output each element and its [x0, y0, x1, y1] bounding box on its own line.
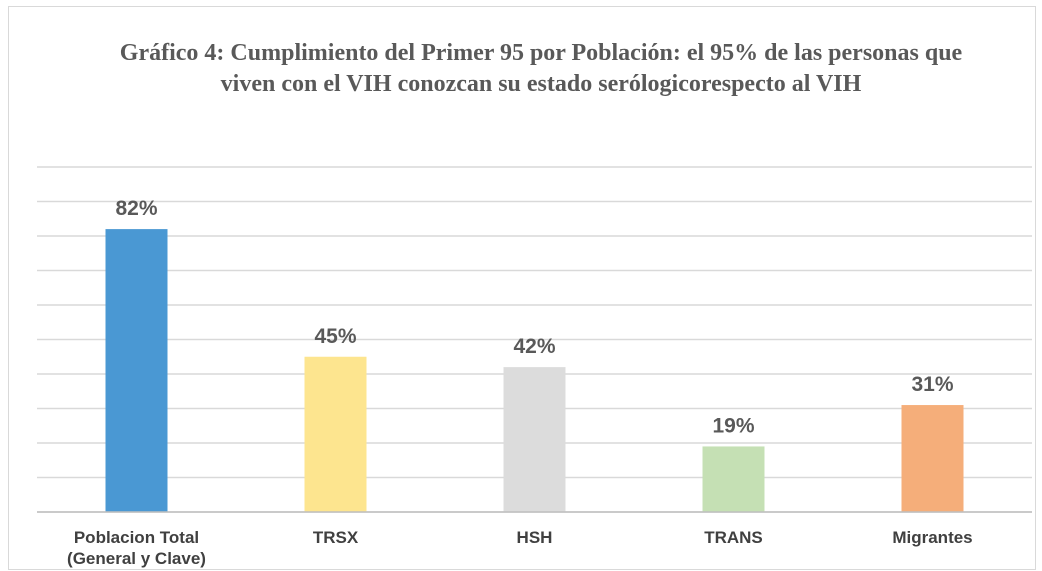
x-tick-label: Poblacion Total (General y Clave): [67, 528, 206, 568]
bar: [105, 229, 168, 512]
x-tick-label: Migrantes: [892, 528, 973, 547]
bar: [503, 367, 566, 512]
x-tick-label: TRANS: [704, 528, 763, 547]
value-label: 45%: [314, 325, 356, 348]
chart-frame: [8, 6, 1036, 570]
bar: [901, 405, 964, 512]
value-label: 31%: [911, 373, 953, 396]
value-label: 19%: [712, 414, 754, 437]
x-tick-label: TRSX: [312, 528, 359, 547]
value-label: 42%: [513, 335, 555, 358]
x-tick-label: HSH: [516, 528, 553, 547]
value-label: 82%: [115, 197, 157, 220]
bar: [702, 446, 765, 512]
bar: [304, 356, 367, 512]
chart-title: Gráfico 4: Cumplimiento del Primer 95 po…: [119, 40, 963, 97]
